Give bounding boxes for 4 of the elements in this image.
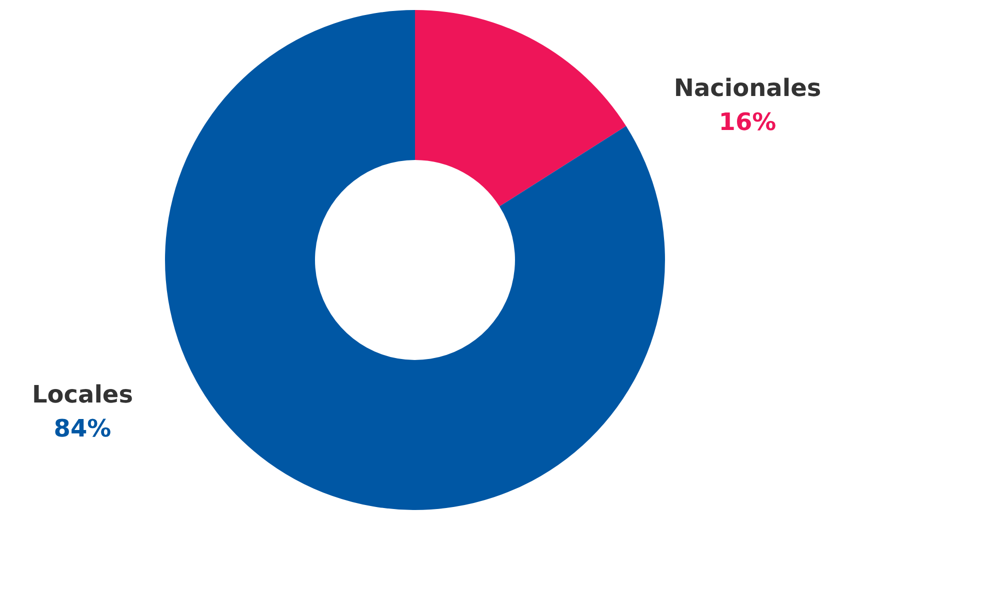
data-label: 84%	[54, 414, 112, 443]
data-label: 16%	[718, 108, 776, 136]
slice-label: Locales	[32, 380, 133, 409]
slice-label: Nacionales	[674, 74, 822, 102]
